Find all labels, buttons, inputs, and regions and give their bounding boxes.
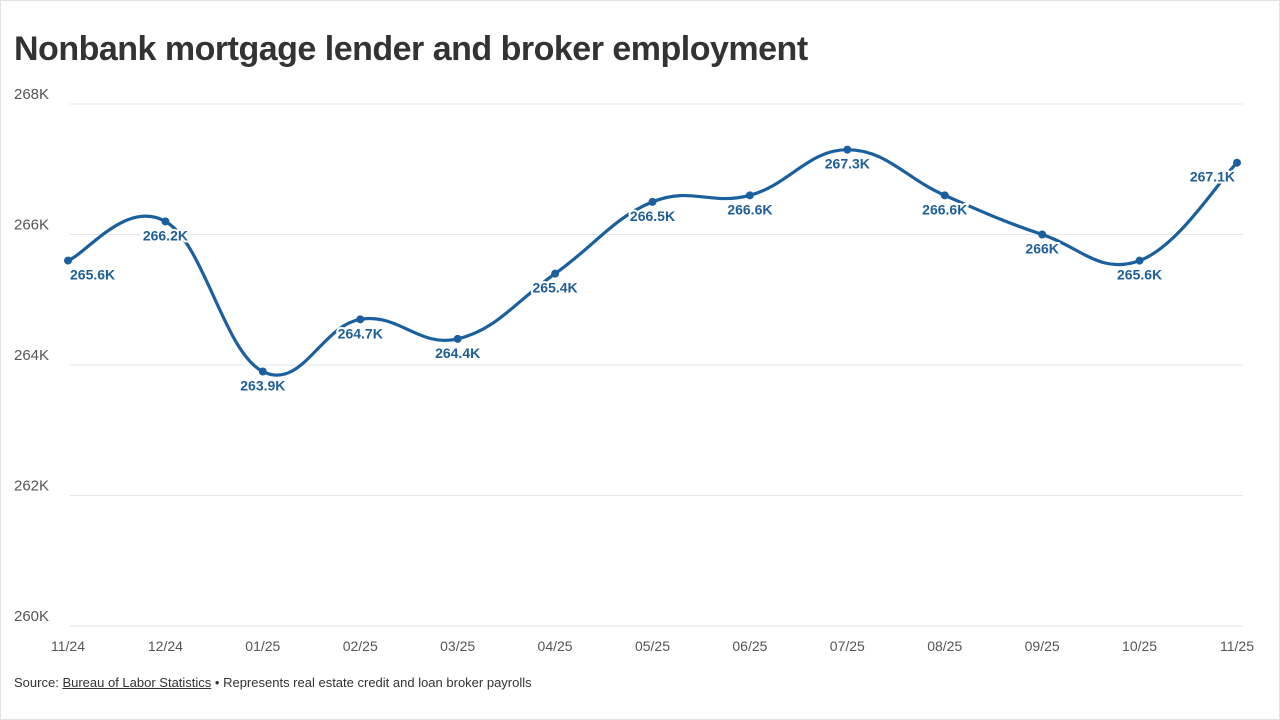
x-tick-label: 09/25 xyxy=(1025,638,1060,654)
y-axis-ticks: 260K 262K 264K 266K 268K xyxy=(14,86,49,625)
data-label-07/25: 267.3K xyxy=(825,156,870,172)
x-axis-ticks: 11/24 12/24 01/25 02/25 03/25 04/25 05/25 06/25… xyxy=(51,638,1254,654)
data-label-halo: 267.1K xyxy=(1190,169,1235,185)
data-label-10/25: 265.6K xyxy=(1117,267,1162,283)
x-tick-label: 11/24 xyxy=(51,638,85,654)
data-label-halo: 265.4K xyxy=(533,280,578,296)
data-label-09/25: 266K xyxy=(1025,241,1058,257)
data-point-03/25 xyxy=(453,334,462,343)
data-label-halo: 267.3K xyxy=(825,156,870,172)
data-point-11/25 xyxy=(1233,158,1241,167)
data-point-01/25 xyxy=(258,367,267,376)
data-point-12/24 xyxy=(161,217,170,226)
data-label-12/24: 266.2K xyxy=(143,227,188,243)
data-label-03/25: 264.4K xyxy=(435,345,480,361)
data-point-05/25 xyxy=(648,197,657,206)
x-tick-label: 08/25 xyxy=(927,638,962,654)
data-label-halo: 266.5K xyxy=(630,208,675,224)
x-tick-label: 06/25 xyxy=(732,638,767,654)
x-tick-label: 05/25 xyxy=(635,638,670,654)
y-tick-label: 260K xyxy=(14,608,49,625)
data-label-halo: 266K xyxy=(1025,241,1058,257)
data-point-06/25 xyxy=(745,191,754,200)
x-tick-label: 07/25 xyxy=(830,638,865,654)
x-tick-label: 01/25 xyxy=(245,638,280,654)
x-tick-label: 03/25 xyxy=(440,638,475,654)
chart-title: Nonbank mortgage lender and broker emplo… xyxy=(14,30,808,68)
y-tick-label: 266K xyxy=(14,217,49,234)
y-tick-label: 268K xyxy=(14,86,49,103)
data-label-halo: 265.6K xyxy=(70,267,115,283)
x-tick-label: 11/25 xyxy=(1220,638,1254,654)
data-label-08/25: 266.6K xyxy=(922,201,967,217)
data-point-02/25 xyxy=(356,315,365,324)
data-label-halo: 265.6K xyxy=(1117,267,1162,283)
data-point-09/25 xyxy=(1038,230,1047,239)
data-point-11/24 xyxy=(64,256,72,265)
x-tick-label: 10/25 xyxy=(1122,638,1157,654)
source-link[interactable]: Bureau of Labor Statistics xyxy=(62,675,212,690)
x-tick-label: 12/24 xyxy=(148,638,183,654)
data-points xyxy=(64,145,1241,376)
data-point-10/25 xyxy=(1135,256,1144,265)
data-label-halo: 266.6K xyxy=(922,201,967,217)
data-label-06/25: 266.6K xyxy=(727,201,772,217)
y-tick-label: 264K xyxy=(14,347,49,364)
data-label-halo: 266.2K xyxy=(143,227,188,243)
data-point-08/25 xyxy=(940,191,949,200)
data-label-halo: 266.6K xyxy=(727,201,772,217)
data-point-07/25 xyxy=(843,145,852,154)
x-tick-label: 04/25 xyxy=(538,638,573,654)
data-label-02/25: 264.7K xyxy=(338,325,383,341)
data-label-halo: 264.7K xyxy=(338,325,383,341)
y-tick-label: 262K xyxy=(14,478,49,495)
data-label-halo: 263.9K xyxy=(240,378,285,394)
data-labels: 265.6K265.6K266.2K266.2K263.9K263.9K264.… xyxy=(68,154,1237,396)
data-point-04/25 xyxy=(551,269,560,278)
footer-note: • Represents real estate credit and loan… xyxy=(214,675,532,690)
data-label-01/25: 263.9K xyxy=(240,378,285,394)
series-line xyxy=(66,148,1239,377)
gridlines xyxy=(70,103,1243,627)
data-label-04/25: 265.4K xyxy=(533,280,578,296)
data-label-05/25: 266.5K xyxy=(630,208,675,224)
x-tick-label: 02/25 xyxy=(343,638,378,654)
data-label-11/25: 267.1K xyxy=(1190,169,1235,185)
source-prefix: Source: xyxy=(14,675,59,690)
footer: Source: Bureau of Labor Statistics • Rep… xyxy=(14,675,532,690)
data-label-halo: 264.4K xyxy=(435,345,480,361)
data-label-11/24: 265.6K xyxy=(70,267,115,283)
